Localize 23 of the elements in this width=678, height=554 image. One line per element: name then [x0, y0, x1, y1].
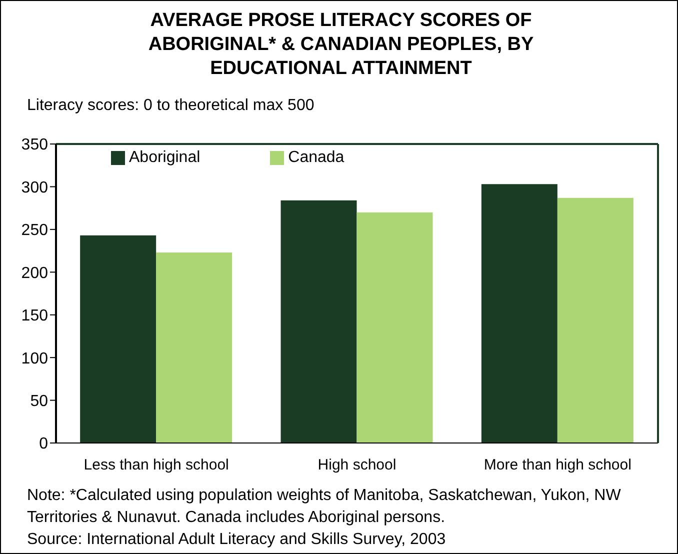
- chart-title: AVERAGE PROSE LITERACY SCORES OF ABORIGINAL* & CANADIAN PEOPLES, BY EDUCATIONAL ATTAINMENT: [147, 9, 535, 81]
- y-tick-label: 300: [21, 179, 48, 196]
- bar: [481, 184, 558, 443]
- x-tick-label: High school: [318, 456, 396, 474]
- y-tick-label: 250: [21, 222, 48, 240]
- y-tick-label: 0: [39, 436, 48, 453]
- bar: [80, 235, 156, 443]
- y-axis-title: Literacy scores: 0 to theoretical max 500: [27, 97, 314, 115]
- y-tick-label: 200: [21, 264, 48, 282]
- bar: [280, 200, 357, 443]
- source-note: Source: International Adult Literacy and Skills Survey, 2003: [27, 530, 447, 550]
- y-tick-label: 50: [30, 392, 48, 410]
- legend-label: Canada: [288, 149, 344, 166]
- bar: [356, 212, 433, 443]
- legend-label: Aboriginal: [129, 149, 200, 166]
- x-tick-label: More than high school: [484, 456, 632, 474]
- bar: [156, 252, 232, 443]
- x-tick-label: Less than high school: [84, 456, 229, 474]
- y-tick-label: 350: [21, 136, 48, 154]
- bar: [557, 198, 634, 443]
- text: Note: *Calculated using population weights of Manitoba, Saskatchewan, Yukon, NW Territories & Nunavut. Canada includes Aboriginal persons.: [27, 486, 622, 528]
- y-tick-label: 100: [21, 350, 48, 368]
- y-tick-label: 150: [21, 308, 48, 325]
